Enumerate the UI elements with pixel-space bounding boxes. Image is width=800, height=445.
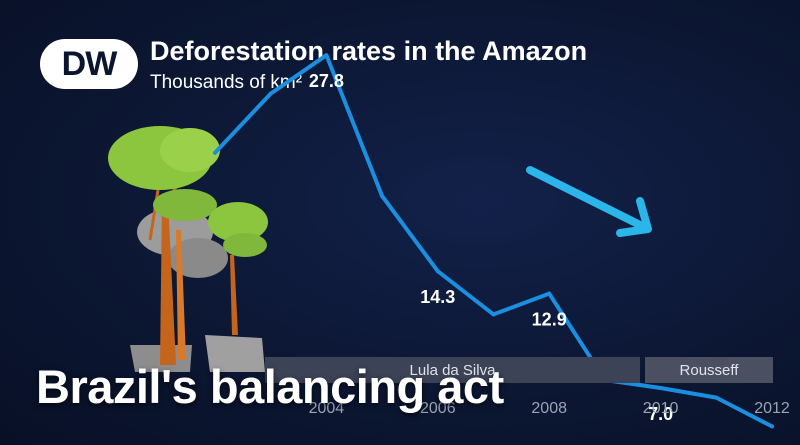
data-point-2011 — [714, 395, 719, 400]
data-point-2006 — [435, 269, 440, 274]
x-tick-2010: 2010 — [643, 400, 679, 417]
data-point-2005 — [380, 194, 385, 198]
period-lula-da-silva: Lula da Silva — [265, 357, 640, 383]
data-point-2002 — [213, 150, 217, 155]
trend-down-arrow-icon — [526, 166, 652, 237]
trees-illustration — [108, 126, 268, 372]
x-tick-2004: 2004 — [309, 400, 345, 417]
chart-title: Deforestation rates in the Amazon — [150, 36, 588, 66]
period-rousseff: Rousseff — [645, 357, 773, 383]
data-point-2010 — [658, 386, 663, 390]
data-label-2010: 7.0 — [648, 404, 673, 424]
data-point-2008 — [547, 291, 552, 296]
data-label-2012: 4.6 — [741, 442, 766, 445]
tree-stump-icon — [205, 335, 265, 372]
data-label-2008: 12.9 — [532, 310, 567, 330]
data-label-2006: 14.3 — [420, 287, 455, 307]
data-point-2003 — [268, 91, 273, 96]
headline: Brazil's balancing act — [36, 360, 504, 413]
data-point-2004 — [324, 53, 329, 58]
dw-logo: DW — [40, 39, 138, 89]
data-label-2004: 27.8 — [309, 71, 344, 91]
x-tick-2012: 2012 — [754, 400, 790, 417]
data-point-2007 — [491, 312, 496, 317]
chart-subtitle: Thousands of km² — [150, 72, 303, 93]
x-tick-2008: 2008 — [531, 400, 567, 417]
x-tick-2006: 2006 — [420, 400, 456, 417]
data-point-2012 — [770, 424, 774, 429]
